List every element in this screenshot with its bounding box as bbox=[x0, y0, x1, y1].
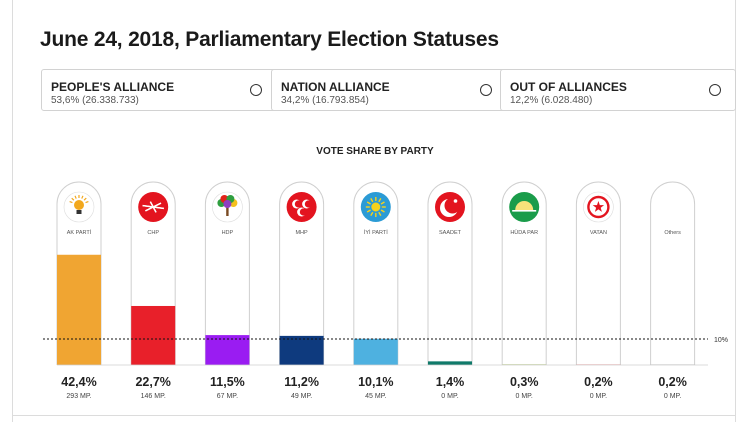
vatan-ring bbox=[587, 195, 610, 219]
saadet-crescent-cut bbox=[444, 197, 461, 214]
party-name-label: VATAN bbox=[590, 230, 607, 236]
mhp-crescents-icon bbox=[286, 192, 317, 222]
akp-bulb-base bbox=[76, 210, 82, 214]
akp-ray bbox=[85, 200, 89, 204]
party-name-label: CHP bbox=[147, 230, 159, 236]
hudapar-horizon bbox=[512, 210, 537, 212]
iyi-ray bbox=[366, 201, 371, 205]
mp-count-label: 293 MP. bbox=[66, 393, 91, 400]
alliance-name: PEOPLE'S ALLIANCE bbox=[51, 80, 175, 94]
alliance-radio[interactable] bbox=[480, 84, 492, 96]
party-column-outline bbox=[501, 181, 547, 365]
alliance-value: 34,2% (16.793.854) bbox=[281, 95, 369, 106]
hdp-trunk bbox=[226, 207, 229, 216]
akp-bulb-glass bbox=[74, 200, 84, 210]
page-title: June 24, 2018, Parliamentary Election St… bbox=[40, 28, 499, 51]
party-column-outline bbox=[353, 181, 399, 365]
mp-count-label: 0 MP. bbox=[664, 393, 681, 400]
vote-share-label: 11,5% bbox=[210, 375, 245, 389]
alliance-radio[interactable] bbox=[250, 84, 262, 96]
vote-bar bbox=[428, 361, 472, 365]
chp-arrow bbox=[145, 202, 162, 212]
alliance-card-out[interactable]: OUT OF ALLIANCES 12,2% (6.028.480) bbox=[500, 69, 736, 111]
vote-bar bbox=[205, 335, 250, 365]
mp-count-label: 0 MP. bbox=[590, 393, 607, 400]
iyi-sun bbox=[371, 202, 381, 212]
party-column: İYİ PARTİ 10,1% 45 MP. bbox=[353, 181, 399, 400]
chart-title: VOTE SHARE BY PARTY bbox=[316, 146, 434, 157]
vote-bar bbox=[57, 254, 101, 365]
alliance-name: OUT OF ALLIANCES bbox=[510, 80, 627, 94]
party-column-outline bbox=[427, 181, 473, 365]
party-column: HÜDA PAR 0,3% 0 MP. bbox=[501, 181, 547, 400]
iyi-ray bbox=[366, 209, 371, 213]
mhp-crescent-cut bbox=[304, 200, 312, 208]
threshold-label: 10% bbox=[714, 337, 728, 344]
vote-bar bbox=[353, 338, 398, 365]
vote-share-label: 1,4% bbox=[436, 375, 465, 389]
vatan-star bbox=[592, 201, 605, 212]
party-column-outline bbox=[279, 181, 325, 365]
alliance-card-peoples[interactable]: PEOPLE'S ALLIANCE 53,6% (26.338.733) bbox=[41, 69, 277, 111]
frame-right-border bbox=[735, 0, 736, 422]
party-column: Others 0,2% 0 MP. bbox=[650, 181, 696, 400]
iyi-ray bbox=[380, 201, 385, 205]
iyi-ray bbox=[370, 197, 374, 203]
vote-share-label: 11,2% bbox=[284, 375, 319, 389]
party-name-label: SAADET bbox=[439, 230, 462, 236]
mhp-crescent-cut bbox=[294, 200, 302, 208]
saadet-star bbox=[453, 199, 458, 203]
party-column-outline bbox=[650, 181, 696, 365]
akp-ray bbox=[69, 201, 73, 204]
alliance-name: NATION ALLIANCE bbox=[281, 80, 390, 94]
vote-share-label: 42,4% bbox=[61, 375, 96, 389]
party-name-label: İYİ PARTİ bbox=[364, 229, 388, 236]
party-name-label: HDP bbox=[222, 230, 234, 236]
iyi-ray bbox=[370, 211, 374, 217]
iyi-ray bbox=[378, 211, 382, 217]
vote-bar bbox=[279, 335, 324, 365]
vote-share-label: 0,2% bbox=[584, 375, 613, 389]
party-column: MHP 11,2% 49 MP. bbox=[279, 181, 325, 400]
party-name-label: Others bbox=[664, 230, 681, 236]
mp-count-label: 49 MP. bbox=[291, 393, 312, 400]
mp-count-label: 0 MP. bbox=[441, 393, 458, 400]
akp-ray bbox=[74, 195, 77, 199]
vote-share-label: 22,7% bbox=[135, 375, 170, 389]
party-column-outline bbox=[204, 181, 250, 365]
hudapar-sun bbox=[515, 201, 534, 210]
party-name-label: HÜDA PAR bbox=[510, 229, 538, 236]
alliance-value: 53,6% (26.338.733) bbox=[51, 95, 139, 106]
vote-share-label: 10,1% bbox=[358, 375, 393, 389]
mp-count-label: 146 MP. bbox=[141, 393, 166, 400]
party-name-label: MHP bbox=[295, 230, 308, 236]
mp-count-label: 67 MP. bbox=[217, 393, 238, 400]
vote-share-label: 0,3% bbox=[510, 375, 539, 389]
mhp-crescent-cut bbox=[299, 208, 307, 216]
vote-bar bbox=[131, 305, 176, 365]
mp-count-label: 45 MP. bbox=[365, 393, 386, 400]
akp-ray bbox=[83, 197, 87, 201]
mp-count-label: 0 MP. bbox=[516, 393, 533, 400]
party-column: AK PARTİ 42,4% 293 MP. bbox=[56, 181, 102, 400]
alliance-value: 12,2% (6.028.480) bbox=[510, 95, 593, 106]
vote-share-label: 0,2% bbox=[658, 375, 687, 389]
party-column-outline bbox=[575, 181, 621, 365]
party-column: VATAN 0,2% 0 MP. bbox=[575, 181, 621, 400]
hdp-leaf bbox=[223, 200, 232, 208]
frame-left-border bbox=[12, 0, 13, 422]
alliance-radio[interactable] bbox=[709, 84, 721, 96]
party-column: HDP 11,5% 67 MP. bbox=[204, 181, 250, 400]
iyi-ray bbox=[380, 209, 385, 213]
party-column: SAADET 1,4% 0 MP. bbox=[427, 181, 473, 400]
akp-ray bbox=[71, 197, 75, 201]
party-column: CHP 22,7% 146 MP. bbox=[130, 181, 176, 400]
frame-bottom-border bbox=[12, 415, 736, 416]
akp-ray bbox=[81, 195, 84, 199]
party-name-label: AK PARTİ bbox=[67, 229, 92, 236]
iyi-ray bbox=[378, 197, 382, 203]
